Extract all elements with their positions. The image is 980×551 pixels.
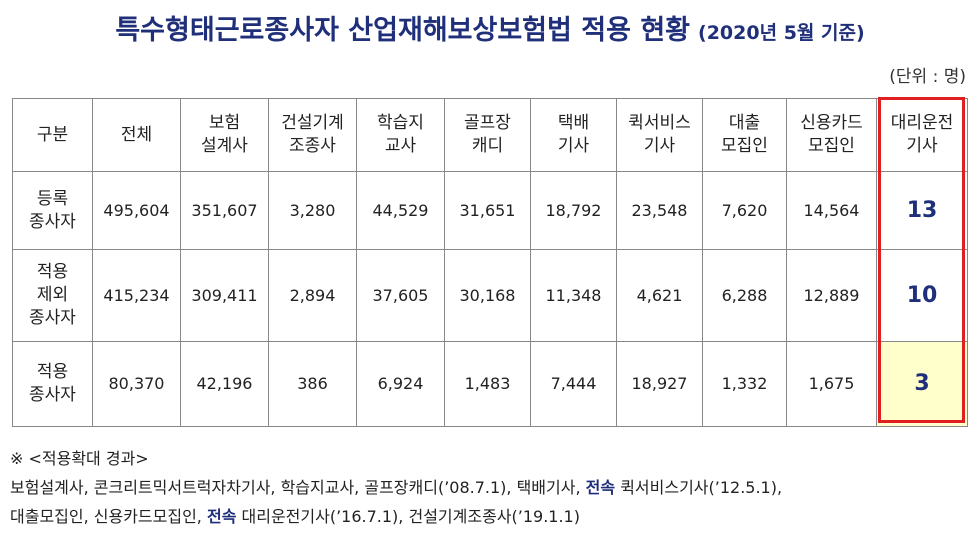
table-cell: 1,332 — [702, 341, 787, 427]
notes-line-2: 대출모집인, 신용카드모집인, 전속 대리운전기사(’16.7.1), 건설기계… — [10, 502, 782, 531]
table-cell: 1,675 — [786, 341, 877, 427]
table-cell: 12,889 — [786, 249, 877, 342]
table-cell: 30,168 — [444, 249, 531, 342]
table-row: 등록 종사자 495,604 351,607 3,280 44,529 31,651 18,… — [12, 171, 968, 250]
table-row: 적용 제외 종사자 415,234 309,411 2,894 37,605 30,168… — [12, 249, 968, 342]
header-cell: 퀵서비스 기사 — [616, 98, 703, 172]
table-cell: 3,280 — [268, 171, 357, 250]
notes-line-1-bold: 전속 — [585, 478, 616, 497]
title-main: 특수형태근로종사자 산업재해보상보험법 적용 현황 — [115, 15, 691, 46]
row-label: 적용 종사자 — [12, 341, 93, 427]
header-cell: 대리운전 기사 — [876, 98, 968, 172]
header-cell: 대출 모집인 — [702, 98, 787, 172]
table-cell: 2,894 — [268, 249, 357, 342]
table-cell: 18,927 — [616, 341, 703, 427]
table-cell: 14,564 — [786, 171, 877, 250]
table-cell: 80,370 — [92, 341, 181, 427]
header-cell: 학습지 교사 — [356, 98, 445, 172]
notes-line-1-b: 퀵서비스기사(’12.5.1), — [615, 478, 783, 497]
notes-line-1: 보험설계사, 콘크리트믹서트럭자차기사, 학습지교사, 골프장캐디(’08.7.… — [10, 473, 782, 502]
table-cell: 351,607 — [180, 171, 269, 250]
stats-table: 구분 전체 보험 설계사 건설기계 조종사 학습지 교사 골프장 캐디 택배 기사 퀵서비스 … — [12, 98, 968, 427]
header-cell: 구분 — [12, 98, 93, 172]
header-cell: 건설기계 조종사 — [268, 98, 357, 172]
notes-line-1-a: 보험설계사, 콘크리트믹서트럭자차기사, 학습지교사, 골프장캐디(’08.7.… — [10, 478, 586, 497]
notes-line-2-a: 대출모집인, 신용카드모집인, — [10, 507, 207, 526]
highlight-value: 10 — [876, 249, 968, 342]
header-cell: 택배 기사 — [530, 98, 617, 172]
table-cell: 386 — [268, 341, 357, 427]
notes-heading: ※ <적용확대 경과> — [10, 449, 149, 468]
header-cell: 골프장 캐디 — [444, 98, 531, 172]
highlight-value: 3 — [876, 341, 968, 427]
table-cell: 7,620 — [702, 171, 787, 250]
table-cell: 23,548 — [616, 171, 703, 250]
table-cell: 7,444 — [530, 341, 617, 427]
title-date: (2020년 5월 기준) — [698, 22, 865, 44]
highlight-value: 13 — [876, 171, 968, 250]
table-cell: 42,196 — [180, 341, 269, 427]
row-label: 등록 종사자 — [12, 171, 93, 250]
header-row: 구분 전체 보험 설계사 건설기계 조종사 학습지 교사 골프장 캐디 택배 기사 퀵서비스 … — [12, 98, 968, 172]
table-cell: 37,605 — [356, 249, 445, 342]
table-cell: 4,621 — [616, 249, 703, 342]
table-cell: 1,483 — [444, 341, 531, 427]
table-cell: 18,792 — [530, 171, 617, 250]
table-cell: 415,234 — [92, 249, 181, 342]
table-cell: 31,651 — [444, 171, 531, 250]
notes: ※ <적용확대 경과> 보험설계사, 콘크리트믹서트럭자차기사, 학습지교사, … — [10, 444, 782, 531]
table-cell: 11,348 — [530, 249, 617, 342]
table-cell: 309,411 — [180, 249, 269, 342]
table-cell: 6,924 — [356, 341, 445, 427]
table-cell: 495,604 — [92, 171, 181, 250]
table-cell: 44,529 — [356, 171, 445, 250]
header-cell: 보험 설계사 — [180, 98, 269, 172]
table-cell: 6,288 — [702, 249, 787, 342]
header-cell: 전체 — [92, 98, 181, 172]
notes-line-2-b: 대리운전기사(’16.7.1), 건설기계조종사(’19.1.1) — [236, 507, 580, 526]
unit-label: (단위 : 명) — [889, 67, 966, 87]
notes-line-2-bold: 전속 — [206, 507, 237, 526]
page-title: 특수형태근로종사자 산업재해보상보험법 적용 현황 (2020년 5월 기준) — [0, 8, 980, 47]
header-cell: 신용카드 모집인 — [786, 98, 877, 172]
table-row: 적용 종사자 80,370 42,196 386 6,924 1,483 7,444 18,9… — [12, 341, 968, 427]
row-label: 적용 제외 종사자 — [12, 249, 93, 342]
